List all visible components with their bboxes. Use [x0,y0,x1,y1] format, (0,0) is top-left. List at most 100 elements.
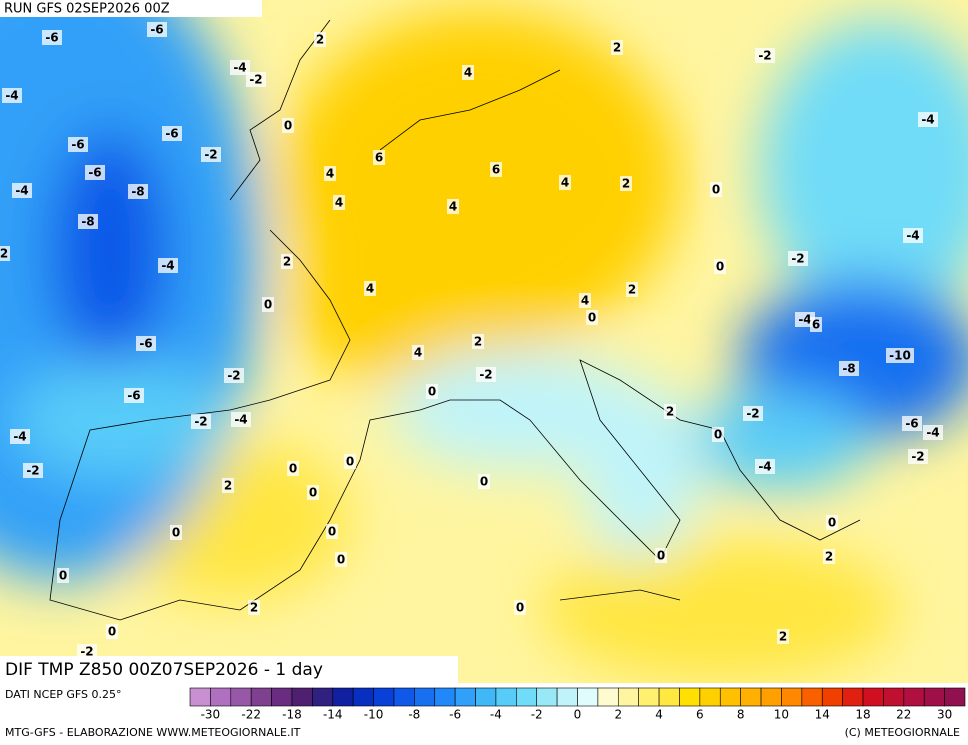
contour-label-bg [755,459,775,474]
contour-label: -6 [165,127,178,141]
contour-label-bg [42,30,62,45]
contour-label-bg [902,416,922,431]
contour-label-bg [170,525,182,540]
contour-label: 6 [492,163,500,177]
contour-label: 0 [346,455,354,469]
contour-label-bg [78,214,98,229]
colorbar-swatch [883,687,905,707]
contour-label-bg [231,412,251,427]
contour-label: 2 [825,550,833,564]
contour-label-bg [248,600,260,615]
contour-label-bg [12,183,32,198]
map-title: DIF TMP Z850 00Z07SEP2026 - 1 day [5,660,323,680]
colorbar-swatch [454,687,476,707]
contour-label-bg [281,254,293,269]
contour-label-bg [712,427,724,442]
contour-label: 2 [622,177,630,191]
contour-label-bg [314,32,326,47]
contour-label: -2 [80,645,93,659]
colorbar-swatch [373,687,395,707]
contour-label: -2 [249,73,262,87]
contour-label-bg [333,195,345,210]
contour-label: -4 [5,89,18,103]
contour-label-bg [626,282,638,297]
contour-label: 0 [716,260,724,274]
colorbar-label: 2 [614,708,622,722]
header-run: RUN GFS 02SEP2026 00Z [4,2,170,17]
colorbar-swatch [434,687,456,707]
contour-label-bg [222,478,234,493]
colorbar-label: -2 [531,708,543,722]
title-box [0,656,458,683]
contour-label: 4 [561,176,569,190]
contour-label: -8 [842,362,855,376]
contour-label-bg [426,384,438,399]
contour-label-bg [714,259,726,274]
contour-label: 4 [414,346,422,360]
contour-label-bg [224,368,244,383]
contour-label: -2 [227,369,240,383]
contour-label: 0 [59,569,67,583]
contour-label-bg [344,454,356,469]
contour-label: 2 [628,283,636,297]
contour-label-bg [903,228,923,243]
contour-label: 4 [464,66,472,80]
contour-label: -4 [234,413,247,427]
contour-label: -2 [479,368,492,382]
contour-label: 6 [812,318,820,332]
contour-label: -4 [758,460,771,474]
contour-label-bg [201,147,221,162]
colorbar-swatch [475,687,497,707]
contour-label: 0 [588,311,596,325]
contour-label: 6 [375,151,383,165]
colorbar-swatch [189,687,211,707]
contour-label-bg [664,404,676,419]
contour-label-bg [923,425,943,440]
colorbar-swatch [862,687,884,707]
colorbar-swatch [271,687,293,707]
contour-label: 0 [828,516,836,530]
contour-label: 0 [428,385,436,399]
colorbar-swatch [781,687,803,707]
contour-label-bg [826,515,838,530]
contour-label-bg [620,176,632,191]
colorbar-swatch [291,687,313,707]
colorbar-swatch [801,687,823,707]
contour-label: 2 [283,255,291,269]
contour-label-bg [476,367,496,382]
contour-label: -6 [71,138,84,152]
contour-label: 2 [0,247,8,261]
contour-label: 0 [284,119,292,133]
contour-label: -6 [150,23,163,37]
colorbar-label: -18 [282,708,302,722]
credit: MTG-GFS - ELABORAZIONE WWW.METEOGIORNALE… [5,726,301,739]
contour-label-bg [324,166,336,181]
contour-label-bg [810,317,822,332]
colorbar-swatch [903,687,925,707]
colorbar-swatch [352,687,374,707]
contour-label-bg [823,549,835,564]
contour-label-bg [158,258,178,273]
contour-label-bg [162,126,182,141]
contour-label-bg [447,199,459,214]
contour-label: -6 [139,337,152,351]
contour-label: -2 [791,252,804,266]
contour-label-bg [23,463,43,478]
colorbar-label: 10 [774,708,789,722]
colorbar-label: 8 [737,708,745,722]
contour-label: -4 [15,184,28,198]
colorbar-label: 14 [815,708,830,722]
colorbar-swatch [312,687,334,707]
colorbar-swatch [210,687,232,707]
contour-label: 0 [480,475,488,489]
colorbar-swatch [577,687,599,707]
contour-label: -2 [746,407,759,421]
contour-label-bg [230,60,250,75]
contour-label: -6 [88,166,101,180]
contour-label: -10 [889,349,911,363]
contour-label: 2 [316,33,324,47]
contour-label-bg [777,629,789,644]
contour-label-bg [57,568,69,583]
contour-label: -2 [204,148,217,162]
contour-label-bg [364,281,376,296]
